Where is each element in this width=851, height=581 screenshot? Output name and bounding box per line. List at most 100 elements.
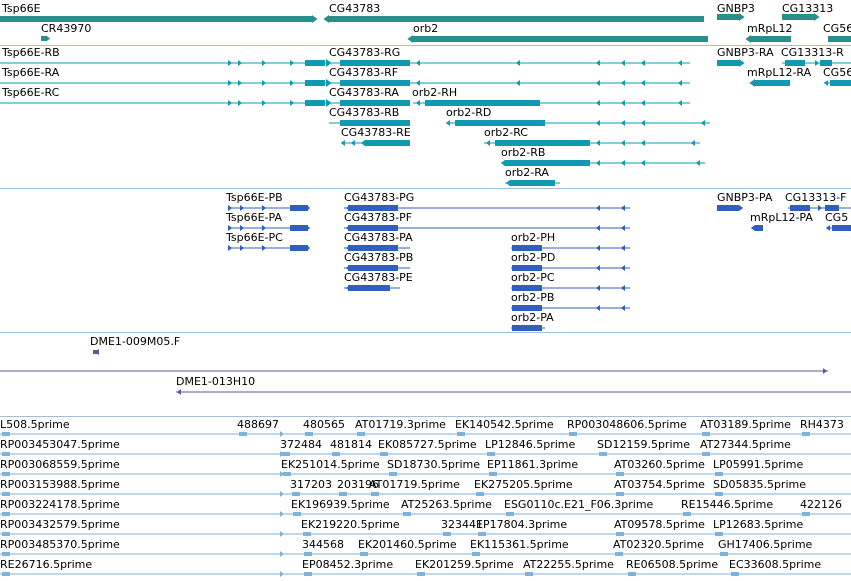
est-label[interactable]: EK275205.5prime	[474, 478, 573, 491]
est-label[interactable]: EK140542.5prime	[455, 418, 554, 431]
exon[interactable]	[512, 325, 542, 331]
est-read[interactable]	[371, 492, 379, 496]
exon[interactable]	[348, 225, 398, 231]
transcript-label[interactable]: CG43783-RE	[341, 126, 411, 139]
est-label[interactable]: EK085727.5prime	[378, 438, 477, 451]
exon[interactable]	[505, 160, 590, 166]
gene-bar[interactable]	[828, 36, 851, 42]
est-label[interactable]: LP12683.5prime	[713, 518, 804, 531]
est-label[interactable]: AT01719.5prime	[369, 478, 460, 491]
protein-label[interactable]: orb2-PH	[511, 231, 556, 244]
est-read[interactable]	[305, 432, 313, 436]
exon[interactable]	[832, 225, 851, 231]
protein-label[interactable]: CG13313-F	[785, 191, 847, 204]
est-read[interactable]	[2, 512, 10, 516]
exon[interactable]	[755, 225, 763, 231]
est-read[interactable]	[2, 432, 10, 436]
transcript-label[interactable]: orb2-RA	[505, 166, 549, 179]
est-label[interactable]: 317203	[290, 478, 332, 491]
protein-label[interactable]: Tsp66E-PA	[226, 211, 282, 224]
gene-label[interactable]: CG13313	[782, 2, 834, 15]
exon[interactable]	[820, 60, 832, 66]
est-label[interactable]: AT01719.3prime	[355, 418, 446, 431]
clone-label[interactable]: DME1-013H10	[176, 375, 256, 388]
exon[interactable]	[425, 100, 540, 106]
est-read[interactable]	[476, 492, 484, 496]
est-read[interactable]	[304, 552, 312, 556]
est-label[interactable]: EK196939.5prime	[291, 498, 390, 511]
est-read[interactable]	[239, 432, 247, 436]
est-read[interactable]	[283, 472, 291, 476]
est-label[interactable]: 480565	[303, 418, 345, 431]
est-label[interactable]: RP003432579.5prime	[0, 518, 120, 531]
exon[interactable]	[365, 140, 410, 146]
est-read[interactable]	[2, 532, 10, 536]
exon[interactable]	[512, 265, 542, 271]
exon[interactable]	[785, 60, 805, 66]
est-label[interactable]: AT27344.5prime	[700, 438, 791, 451]
clone-label[interactable]: DME1-009M05.F	[90, 335, 181, 348]
transcript-label[interactable]: Tsp66E-RA	[2, 66, 60, 79]
est-label[interactable]: EC33608.5prime	[729, 558, 822, 571]
est-read[interactable]	[2, 552, 10, 556]
exon[interactable]	[510, 180, 555, 186]
est-read[interactable]	[2, 492, 10, 496]
est-label[interactable]: RP003153988.5prime	[0, 478, 120, 491]
est-label[interactable]: LP05991.5prime	[713, 458, 804, 471]
est-label[interactable]: 481814	[330, 438, 372, 451]
est-read[interactable]	[616, 492, 624, 496]
protein-label[interactable]: CG43783-PG	[344, 191, 415, 204]
est-read[interactable]	[389, 472, 397, 476]
est-read[interactable]	[569, 432, 577, 436]
est-read[interactable]	[506, 512, 514, 516]
exon[interactable]	[340, 80, 410, 86]
exon[interactable]	[495, 140, 590, 146]
protein-label[interactable]: CG43783-PB	[344, 251, 414, 264]
exon[interactable]	[305, 100, 325, 106]
transcript-label[interactable]: orb2-RC	[484, 126, 528, 139]
est-label[interactable]: EK115361.5prime	[470, 538, 569, 551]
est-read[interactable]	[339, 492, 347, 496]
est-label[interactable]: EK201259.5prime	[415, 558, 514, 571]
transcript-label[interactable]: GNBP3-RA	[717, 46, 774, 59]
est-label[interactable]: RH4373	[800, 418, 844, 431]
est-read[interactable]	[628, 572, 636, 576]
transcript-label[interactable]: orb2-RH	[412, 86, 458, 99]
est-read[interactable]	[487, 452, 495, 456]
est-label[interactable]: 422126	[800, 498, 842, 511]
est-read[interactable]	[802, 432, 810, 436]
exon[interactable]	[348, 245, 398, 251]
gene-label[interactable]: orb2	[413, 22, 439, 35]
protein-label[interactable]: orb2-PA	[511, 311, 554, 324]
est-label[interactable]: RE26716.5prime	[0, 558, 93, 571]
est-read[interactable]	[2, 452, 10, 456]
est-label[interactable]: AT25263.5prime	[401, 498, 492, 511]
est-read[interactable]	[304, 572, 312, 576]
exon[interactable]	[290, 245, 308, 251]
gene-bar[interactable]	[413, 36, 708, 42]
est-label[interactable]: GH17406.5prime	[718, 538, 813, 551]
est-read[interactable]	[599, 452, 607, 456]
est-read[interactable]	[702, 432, 710, 436]
est-label[interactable]: AT02320.5prime	[613, 538, 704, 551]
protein-label[interactable]: CG43783-PF	[344, 211, 413, 224]
est-label[interactable]: L508.5prime	[0, 418, 70, 431]
est-read[interactable]	[615, 552, 623, 556]
exon[interactable]	[305, 80, 325, 86]
est-label[interactable]: 372484	[280, 438, 322, 451]
exon[interactable]	[290, 225, 308, 231]
est-read[interactable]	[357, 432, 365, 436]
gene-label[interactable]: CG56	[823, 22, 851, 35]
est-read[interactable]	[403, 512, 411, 516]
est-read[interactable]	[702, 452, 710, 456]
est-label[interactable]: 488697	[237, 418, 279, 431]
est-label[interactable]: RP003068559.5prime	[0, 458, 120, 471]
exon[interactable]	[305, 60, 325, 66]
gene-bar[interactable]	[0, 16, 312, 22]
exon[interactable]	[825, 205, 839, 211]
est-label[interactable]: AT03260.5prime	[614, 458, 705, 471]
est-read[interactable]	[292, 492, 300, 496]
est-read[interactable]	[683, 512, 691, 516]
est-read[interactable]	[616, 472, 624, 476]
est-read[interactable]	[715, 492, 723, 496]
